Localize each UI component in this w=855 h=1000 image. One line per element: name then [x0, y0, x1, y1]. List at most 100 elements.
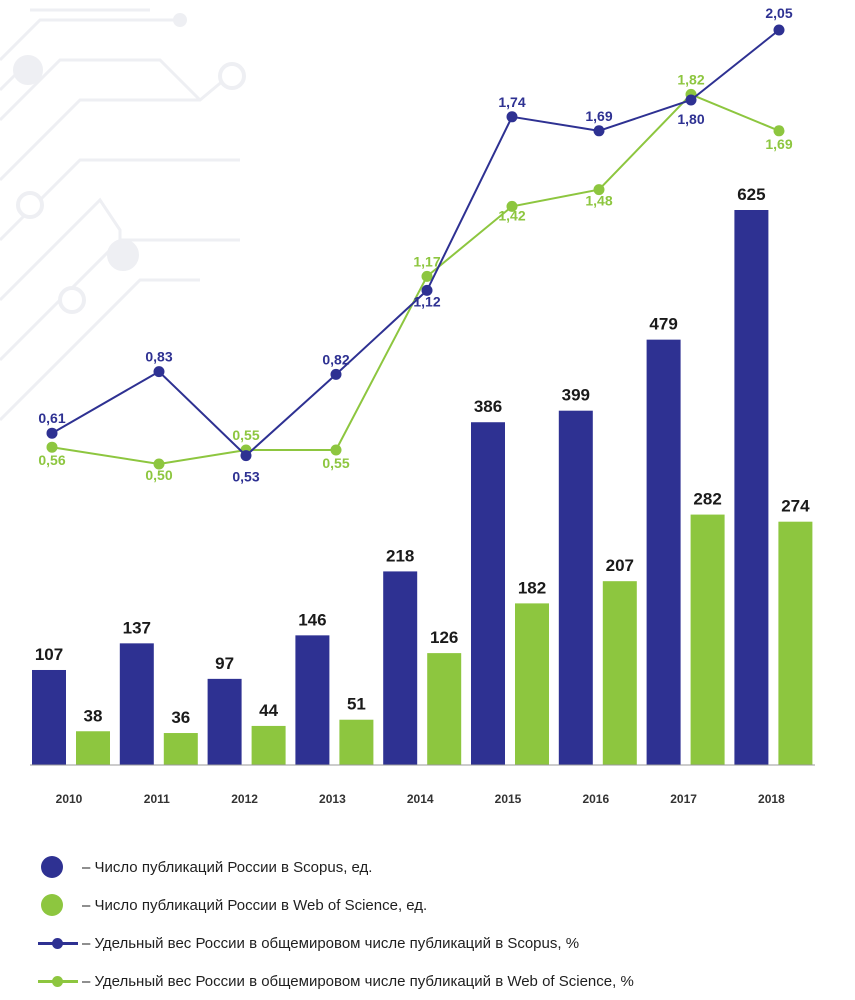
bars-layer: 107 38 137 36 97 44 146 51 218 126 386 182 399 207 479…	[32, 185, 813, 765]
bar-label-wos: 126	[430, 628, 458, 647]
point-scopus	[46, 427, 58, 439]
circuit-node	[218, 62, 246, 90]
legend-label-wos-line: – Удельный вес России в общемировом числ…	[82, 972, 634, 990]
x-tick-label: 2013	[319, 792, 346, 806]
point-label-scopus: 1,69	[585, 108, 612, 124]
bar-label-wos: 44	[259, 701, 278, 720]
bar-scopus	[734, 210, 769, 765]
point-label-wos: 0,55	[322, 455, 349, 471]
legend-item-wos-line: – Удельный вес России в общемировом числ…	[38, 962, 838, 1000]
bar-scopus	[32, 669, 66, 765]
bar-label-wos: 182	[518, 578, 546, 597]
x-tick-label: 2010	[56, 792, 83, 806]
circuit-trace	[0, 58, 202, 122]
bar-label-scopus: 137	[123, 618, 151, 637]
point-label-scopus: 2,05	[765, 5, 792, 21]
point-scopus	[421, 284, 433, 296]
point-scopus	[593, 125, 605, 137]
bar-scopus	[646, 339, 681, 765]
point-label-wos: 0,55	[232, 427, 259, 443]
point-wos	[506, 200, 518, 212]
legend-swatch-wos-line	[38, 970, 78, 992]
bar-wos	[427, 653, 462, 765]
circuit-trace	[0, 278, 200, 422]
point-label-scopus: 1,80	[677, 111, 704, 127]
bar-label-scopus: 625	[737, 185, 765, 204]
point-scopus	[153, 366, 165, 378]
point-wos	[153, 458, 165, 470]
point-scopus	[506, 111, 518, 123]
scopus-dot-icon	[41, 856, 63, 878]
x-tick-label: 2018	[758, 792, 785, 806]
legend: – Число публикаций России в Scopus, ед. …	[38, 848, 838, 1000]
point-label-scopus: 1,12	[413, 293, 440, 309]
bar-wos	[251, 725, 286, 765]
x-tick-label: 2017	[670, 792, 697, 806]
legend-item-scopus-line: – Удельный вес России в общемировом числ…	[38, 924, 838, 962]
bar-label-scopus: 107	[35, 645, 63, 664]
bar-wos	[163, 733, 198, 765]
bar-scopus	[119, 643, 154, 765]
bar-label-wos: 36	[171, 708, 190, 727]
point-wos	[46, 441, 58, 453]
bar-wos	[778, 521, 813, 765]
circuit-node	[107, 239, 139, 271]
point-wos	[421, 270, 433, 282]
circuit-node	[16, 191, 44, 219]
point-wos	[773, 125, 785, 137]
bar-wos	[690, 514, 725, 765]
circuit-trace	[0, 73, 231, 182]
legend-swatch-scopus-line	[38, 932, 78, 954]
point-label-wos: 1,69	[765, 136, 792, 152]
point-wos	[330, 444, 342, 456]
legend-label-scopus-bars: – Число публикаций России в Scopus, ед.	[82, 858, 373, 876]
legend-swatch-wos-bars	[38, 894, 78, 916]
bar-label-scopus: 218	[386, 546, 414, 565]
circuit-node	[173, 13, 187, 27]
x-tick-label: 2012	[231, 792, 258, 806]
bar-label-scopus: 399	[562, 386, 590, 405]
point-labels-layer: 0,56 0,50 0,55 0,55 1,17 1,42 1,48 1,82 1,69 0,61…	[38, 5, 792, 485]
point-label-scopus: 0,82	[322, 351, 349, 367]
x-tick-labels: 2010 2011 2012 2013 2014 2015 2016 2017 2018	[56, 792, 785, 806]
bar-scopus	[207, 678, 242, 765]
point-label-scopus: 0,53	[232, 469, 259, 485]
point-label-wos: 0,56	[38, 452, 65, 468]
bar-wos	[76, 731, 110, 765]
bar-scopus	[558, 410, 593, 765]
bar-wos	[602, 581, 637, 765]
point-label-wos: 1,17	[413, 253, 440, 269]
legend-item-wos-bars: – Число публикаций России в Web of Scien…	[38, 886, 838, 924]
wos-marker-icon	[52, 976, 63, 987]
bar-wos	[339, 719, 374, 765]
bar-label-wos: 282	[693, 490, 721, 509]
legend-label-scopus-line: – Удельный вес России в общемировом числ…	[82, 934, 580, 952]
point-wos	[593, 184, 605, 196]
circuit-decoration	[0, 8, 246, 422]
circuit-trace	[0, 18, 180, 62]
point-label-scopus: 0,83	[145, 349, 172, 365]
legend-label-wos-bars: – Число публикаций России в Web of Scien…	[82, 896, 428, 914]
point-label-wos: 1,42	[498, 207, 525, 223]
point-scopus	[773, 24, 785, 36]
circuit-trace	[0, 197, 122, 302]
x-tick-label: 2015	[495, 792, 522, 806]
circuit-node	[58, 286, 86, 314]
bar-scopus	[471, 422, 505, 765]
x-tick-label: 2011	[144, 792, 170, 806]
x-tick-label: 2014	[407, 792, 434, 806]
bar-label-wos: 274	[781, 497, 810, 516]
bar-scopus	[295, 635, 330, 765]
point-label-scopus: 0,61	[38, 410, 65, 426]
point-label-scopus: 1,74	[498, 94, 525, 110]
point-label-wos: 0,50	[145, 467, 172, 483]
scopus-marker-icon	[52, 938, 63, 949]
bar-label-wos: 207	[606, 556, 634, 575]
bar-label-scopus: 479	[649, 315, 677, 334]
legend-swatch-scopus-bars	[38, 856, 78, 878]
point-label-wos: 1,82	[677, 71, 704, 87]
chart: 107 38 137 36 97 44 146 51 218 126 386 182 399 207 479…	[0, 5, 815, 806]
point-scopus	[240, 450, 252, 462]
lines-layer	[46, 24, 785, 470]
bar-label-wos: 51	[347, 695, 366, 714]
